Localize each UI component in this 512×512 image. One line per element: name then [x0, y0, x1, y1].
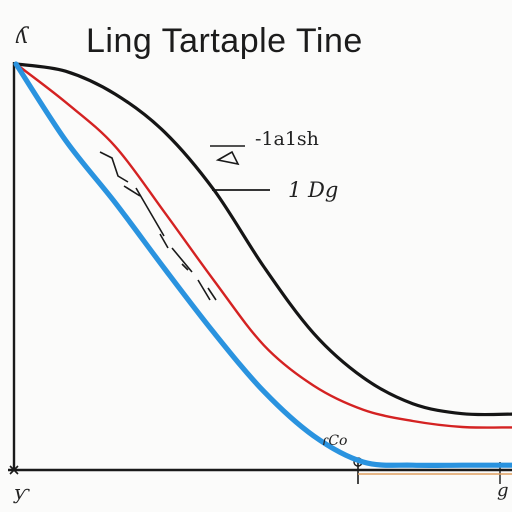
origin-label: ƴ [14, 480, 29, 504]
series-line-2 [13, 61, 512, 469]
x-axis-end-label: g [497, 480, 509, 501]
chart-title: Ling Tartaple Tine [86, 22, 363, 60]
series-layer [13, 61, 512, 469]
annotation-1: -1a1sh [255, 128, 319, 150]
annotation-2: 1 Dg [288, 178, 339, 202]
series-line-1 [14, 62, 512, 429]
curve-hatch-marks [99, 151, 217, 301]
baseline-mark-label: ɾCo [322, 433, 348, 449]
series-line-0 [14, 62, 512, 417]
origin-tick [9, 465, 19, 475]
annotation-leader-1 [210, 145, 245, 166]
y-axis-scribble: ʎ [16, 24, 29, 49]
